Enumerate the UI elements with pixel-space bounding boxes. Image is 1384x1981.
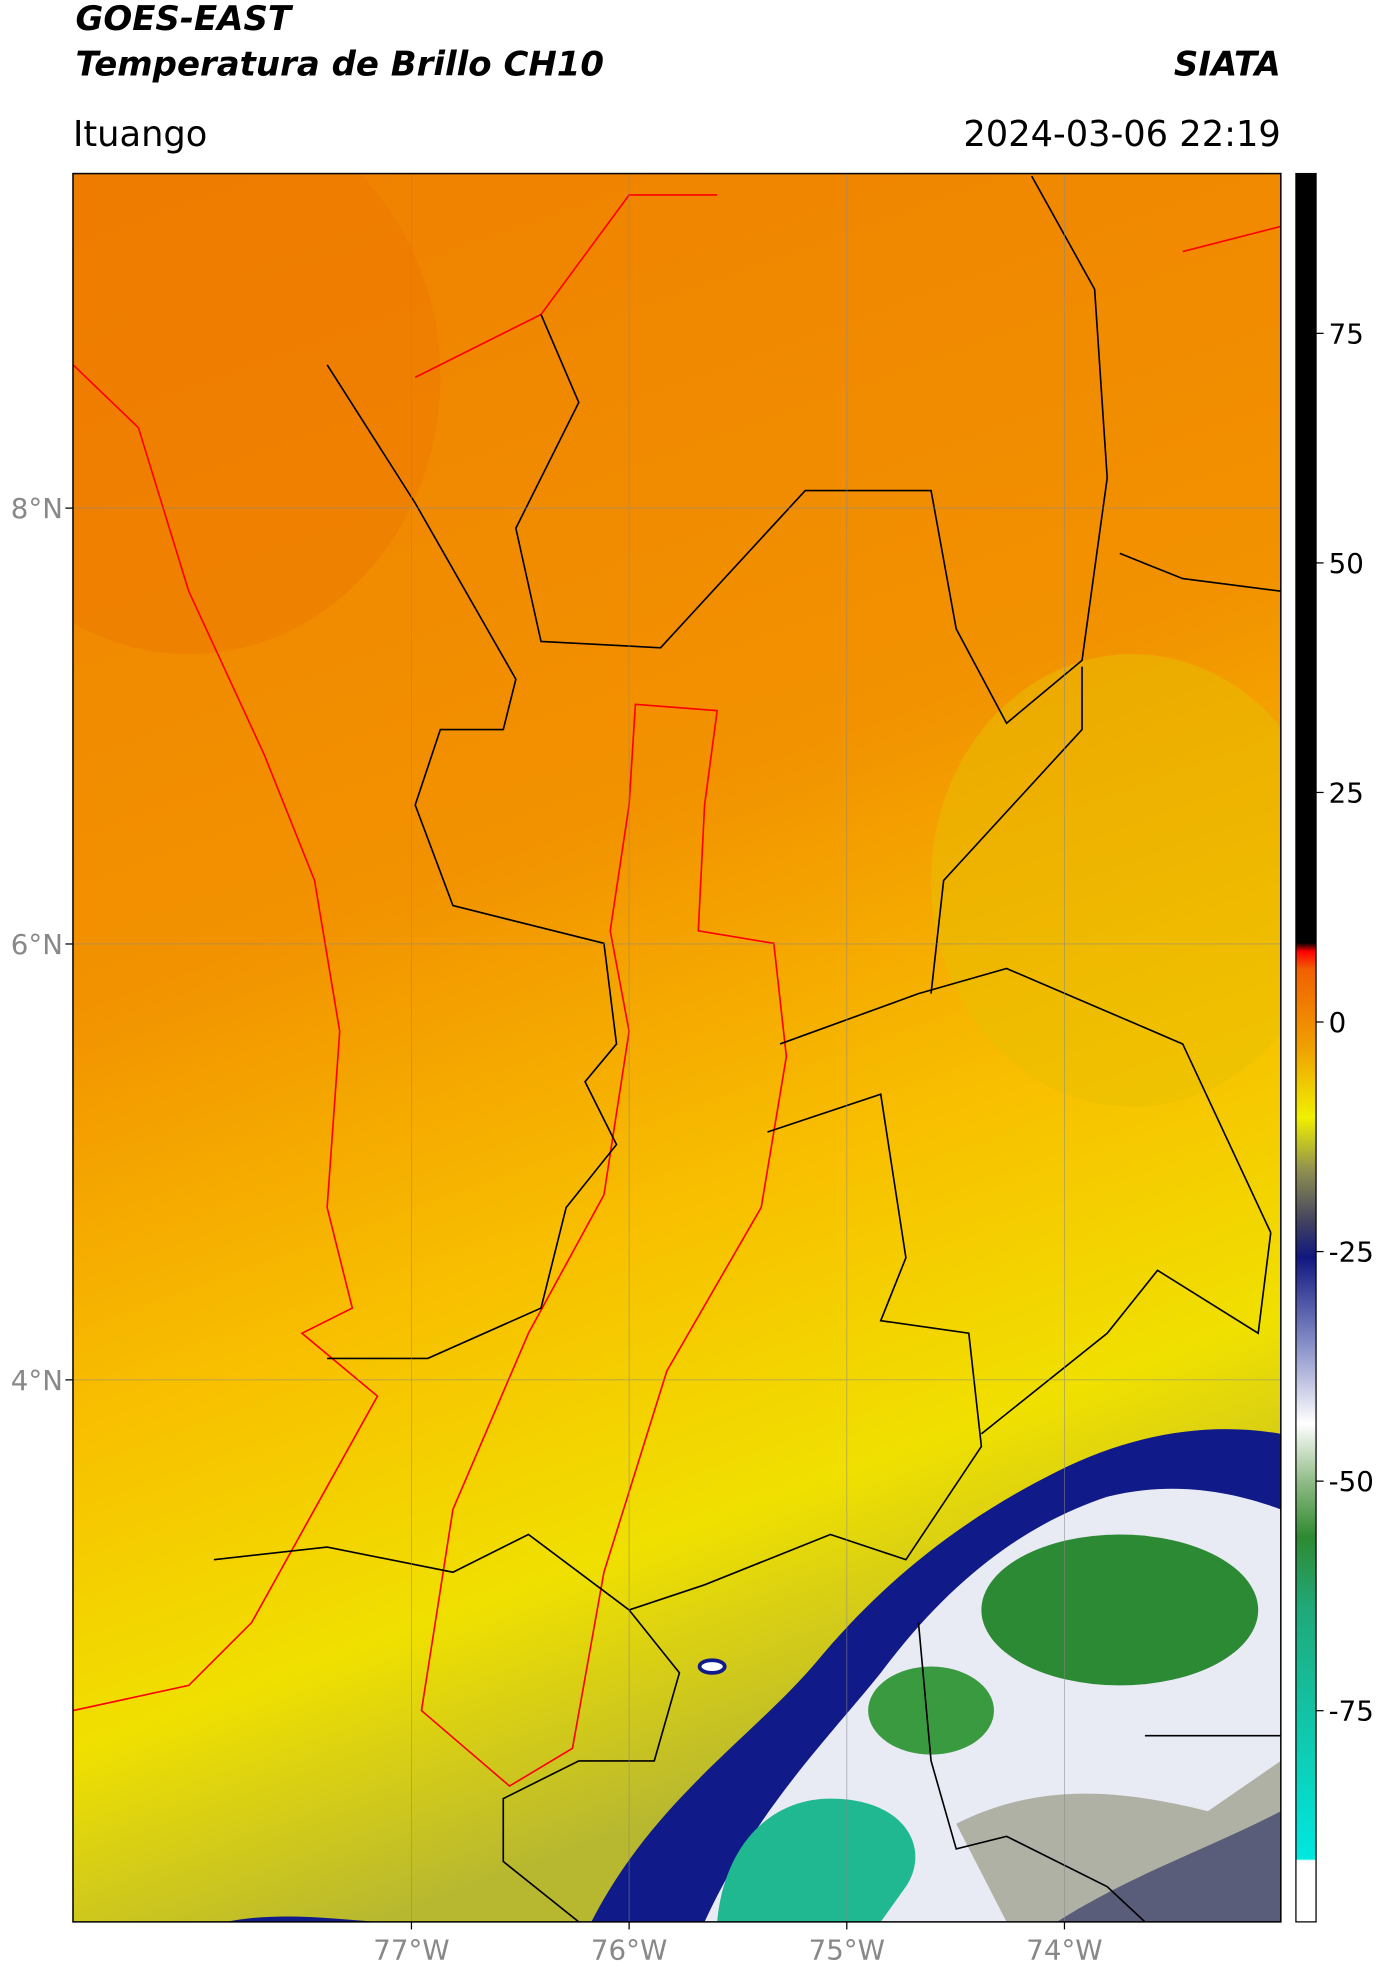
colorbar-tick-label: 50 [1329, 547, 1364, 580]
y-tick-label: 8°N [11, 492, 63, 525]
source: SIATA [1174, 44, 1281, 84]
subtitle: Temperatura de Brillo CH10 [75, 44, 604, 84]
timestamp: 2024-03-06 22:19 [963, 114, 1280, 155]
x-tick-label: 74°W [1026, 1934, 1102, 1967]
colorbar [1295, 172, 1317, 1923]
colorbar-tick-label: -25 [1329, 1236, 1374, 1269]
x-tick-label: 75°W [809, 1934, 885, 1967]
y-tick-label: 4°N [11, 1364, 63, 1397]
x-tick-label: 77°W [373, 1934, 449, 1967]
map-frame [72, 172, 1282, 1923]
map-image [72, 173, 1281, 1922]
title: GOES-EAST [75, 0, 293, 39]
location: Ituango [73, 114, 207, 155]
colorbar-tick-label: 75 [1329, 317, 1364, 350]
y-tick-label: 6°N [11, 928, 63, 961]
colorbar-tick-label: -50 [1329, 1465, 1374, 1498]
colorbar-tick-label: 25 [1329, 777, 1364, 810]
colorbar-tick-label: -75 [1329, 1695, 1374, 1728]
gridlines [72, 173, 1281, 1922]
x-tick-label: 76°W [591, 1934, 667, 1967]
colorbar-tick-label: 0 [1329, 1006, 1347, 1039]
